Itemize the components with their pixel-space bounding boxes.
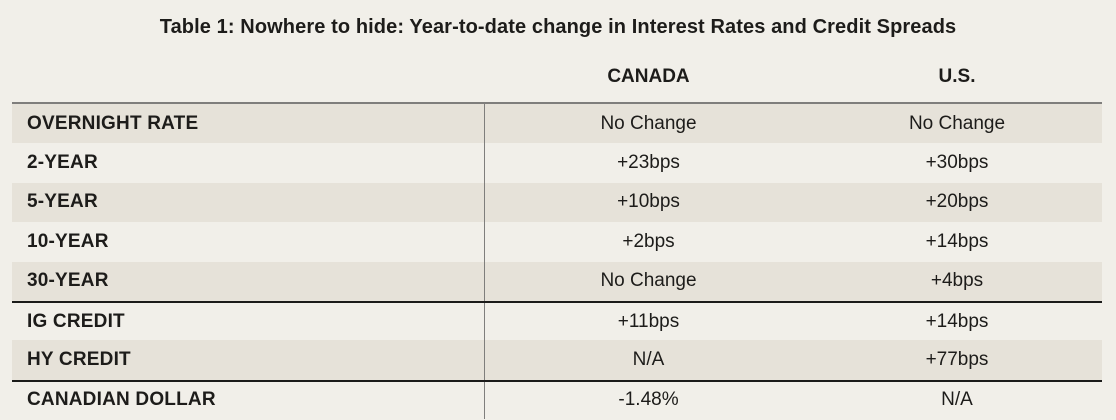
canada-value: No Change <box>600 270 697 292</box>
table-row-2-year: 2-YEAR +23bps +30bps <box>12 143 1102 183</box>
table-title: Table 1: Nowhere to hide: Year-to-date c… <box>159 16 957 38</box>
us-value: No Change <box>908 112 1006 134</box>
table-row-hy-credit: HY CREDIT N/A +77bps <box>12 340 1102 380</box>
table-row-10-year: 10-YEAR +2bps +14bps <box>12 222 1102 262</box>
canada-value: +10bps <box>617 191 680 213</box>
us-value: +4bps <box>930 270 984 292</box>
canada-value: N/A <box>632 349 665 371</box>
table-row-overnight-rate: OVERNIGHT RATE No Change No Change <box>12 104 1102 144</box>
table-row-ig-credit: IG CREDIT +11bps +14bps <box>12 300 1102 341</box>
canada-value: +11bps <box>617 310 680 332</box>
row-label: 5-YEAR <box>12 182 485 223</box>
table-row-5-year: 5-YEAR +10bps +20bps <box>12 182 1102 223</box>
row-label: CANADIAN DOLLAR <box>12 381 485 420</box>
us-value: +14bps <box>925 310 989 332</box>
canada-value: +2bps <box>622 230 675 252</box>
rates-table: OVERNIGHT RATE No Change No Change 2-YEA… <box>12 102 1102 420</box>
row-label: OVERNIGHT RATE <box>12 104 485 144</box>
column-header-us: U.S. <box>938 66 976 87</box>
us-value: +77bps <box>925 349 989 371</box>
us-value: +14bps <box>925 230 989 252</box>
row-label: 2-YEAR <box>12 143 485 183</box>
us-value: +20bps <box>925 191 989 213</box>
canada-value: +23bps <box>617 152 680 174</box>
canada-value: -1.48% <box>618 389 679 411</box>
canada-value: No Change <box>600 112 697 134</box>
us-value: +30bps <box>925 152 989 174</box>
row-label: 30-YEAR <box>12 261 485 301</box>
column-header-row: CANADA U.S. <box>12 63 1102 91</box>
column-header-canada: CANADA <box>607 66 690 87</box>
row-label: HY CREDIT <box>12 340 485 380</box>
row-label: IG CREDIT <box>12 302 485 341</box>
row-label: 10-YEAR <box>12 222 485 262</box>
table-row-30-year: 30-YEAR No Change +4bps <box>12 261 1102 301</box>
table-row-canadian-dollar: CANADIAN DOLLAR -1.48% N/A <box>12 379 1102 420</box>
us-value: N/A <box>941 389 973 411</box>
